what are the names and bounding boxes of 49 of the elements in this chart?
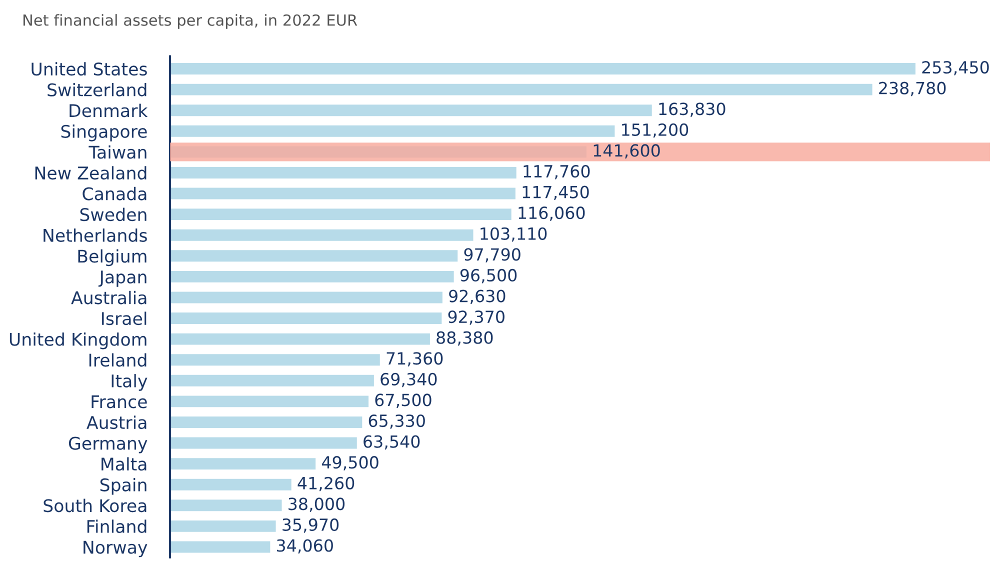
y-tick-label: Germany xyxy=(68,436,148,454)
data-label: 151,200 xyxy=(622,123,688,138)
data-label: 253,450 xyxy=(922,61,989,76)
y-tick-label: Belgium xyxy=(78,249,146,266)
y-tick-label: Switzerland xyxy=(48,82,146,96)
data-label: 88,380 xyxy=(436,331,493,346)
data-label: 92,630 xyxy=(449,290,506,304)
y-tick-label: Ireland xyxy=(89,353,146,367)
data-label: 69,340 xyxy=(380,372,437,388)
y-tick-label: Malta xyxy=(102,457,146,471)
y-tick-label: Australia xyxy=(71,290,146,304)
y-tick-label: Sweden xyxy=(80,208,146,222)
y-tick-label: New Zealand xyxy=(35,166,146,180)
data-label: 117,760 xyxy=(524,164,590,180)
y-tick-label: France xyxy=(92,395,147,408)
chart-title: Net financial assets per capita, in 2022 EUR xyxy=(24,14,358,29)
data-label: 71,360 xyxy=(386,352,443,366)
data-label: 116,060 xyxy=(518,206,585,221)
data-label: 141,600 xyxy=(594,144,660,158)
data-label: 163,830 xyxy=(659,102,726,117)
data-label: 35,970 xyxy=(282,518,339,533)
data-label: 65,330 xyxy=(368,414,425,429)
y-tick-label: Norway xyxy=(84,540,148,558)
y-tick-label: Taiwan xyxy=(88,145,146,159)
data-label: 97,790 xyxy=(464,248,520,262)
y-tick-label: Austria xyxy=(86,416,146,430)
y-tick-label: Japan xyxy=(98,270,146,287)
data-label: 96,500 xyxy=(460,268,517,284)
data-label: 103,110 xyxy=(480,227,547,242)
data-label: 63,540 xyxy=(364,435,420,450)
y-tick-label: South Korea xyxy=(44,498,146,512)
y-tick-label: Spain xyxy=(100,478,146,495)
data-label: 34,060 xyxy=(277,539,333,554)
data-label: 67,500 xyxy=(375,394,432,408)
y-tick-label: Finland xyxy=(87,520,146,534)
data-label: 49,500 xyxy=(322,456,378,470)
y-tick-label: Singapore xyxy=(61,124,147,142)
data-label: 117,450 xyxy=(522,186,589,200)
y-tick-label: Israel xyxy=(102,312,146,326)
data-label: 38,000 xyxy=(288,498,345,512)
y-tick-label: Denmark xyxy=(70,104,148,118)
y-tick-label: Netherlands xyxy=(44,228,147,242)
data-label: 92,370 xyxy=(448,310,504,325)
y-tick-label: Canada xyxy=(82,186,146,200)
y-tick-label: United Kingdom xyxy=(10,332,146,350)
data-label: 41,260 xyxy=(298,476,354,492)
y-tick-label: Italy xyxy=(112,374,148,391)
y-tick-label: United States xyxy=(32,62,147,76)
data-label: 238,780 xyxy=(879,82,946,96)
